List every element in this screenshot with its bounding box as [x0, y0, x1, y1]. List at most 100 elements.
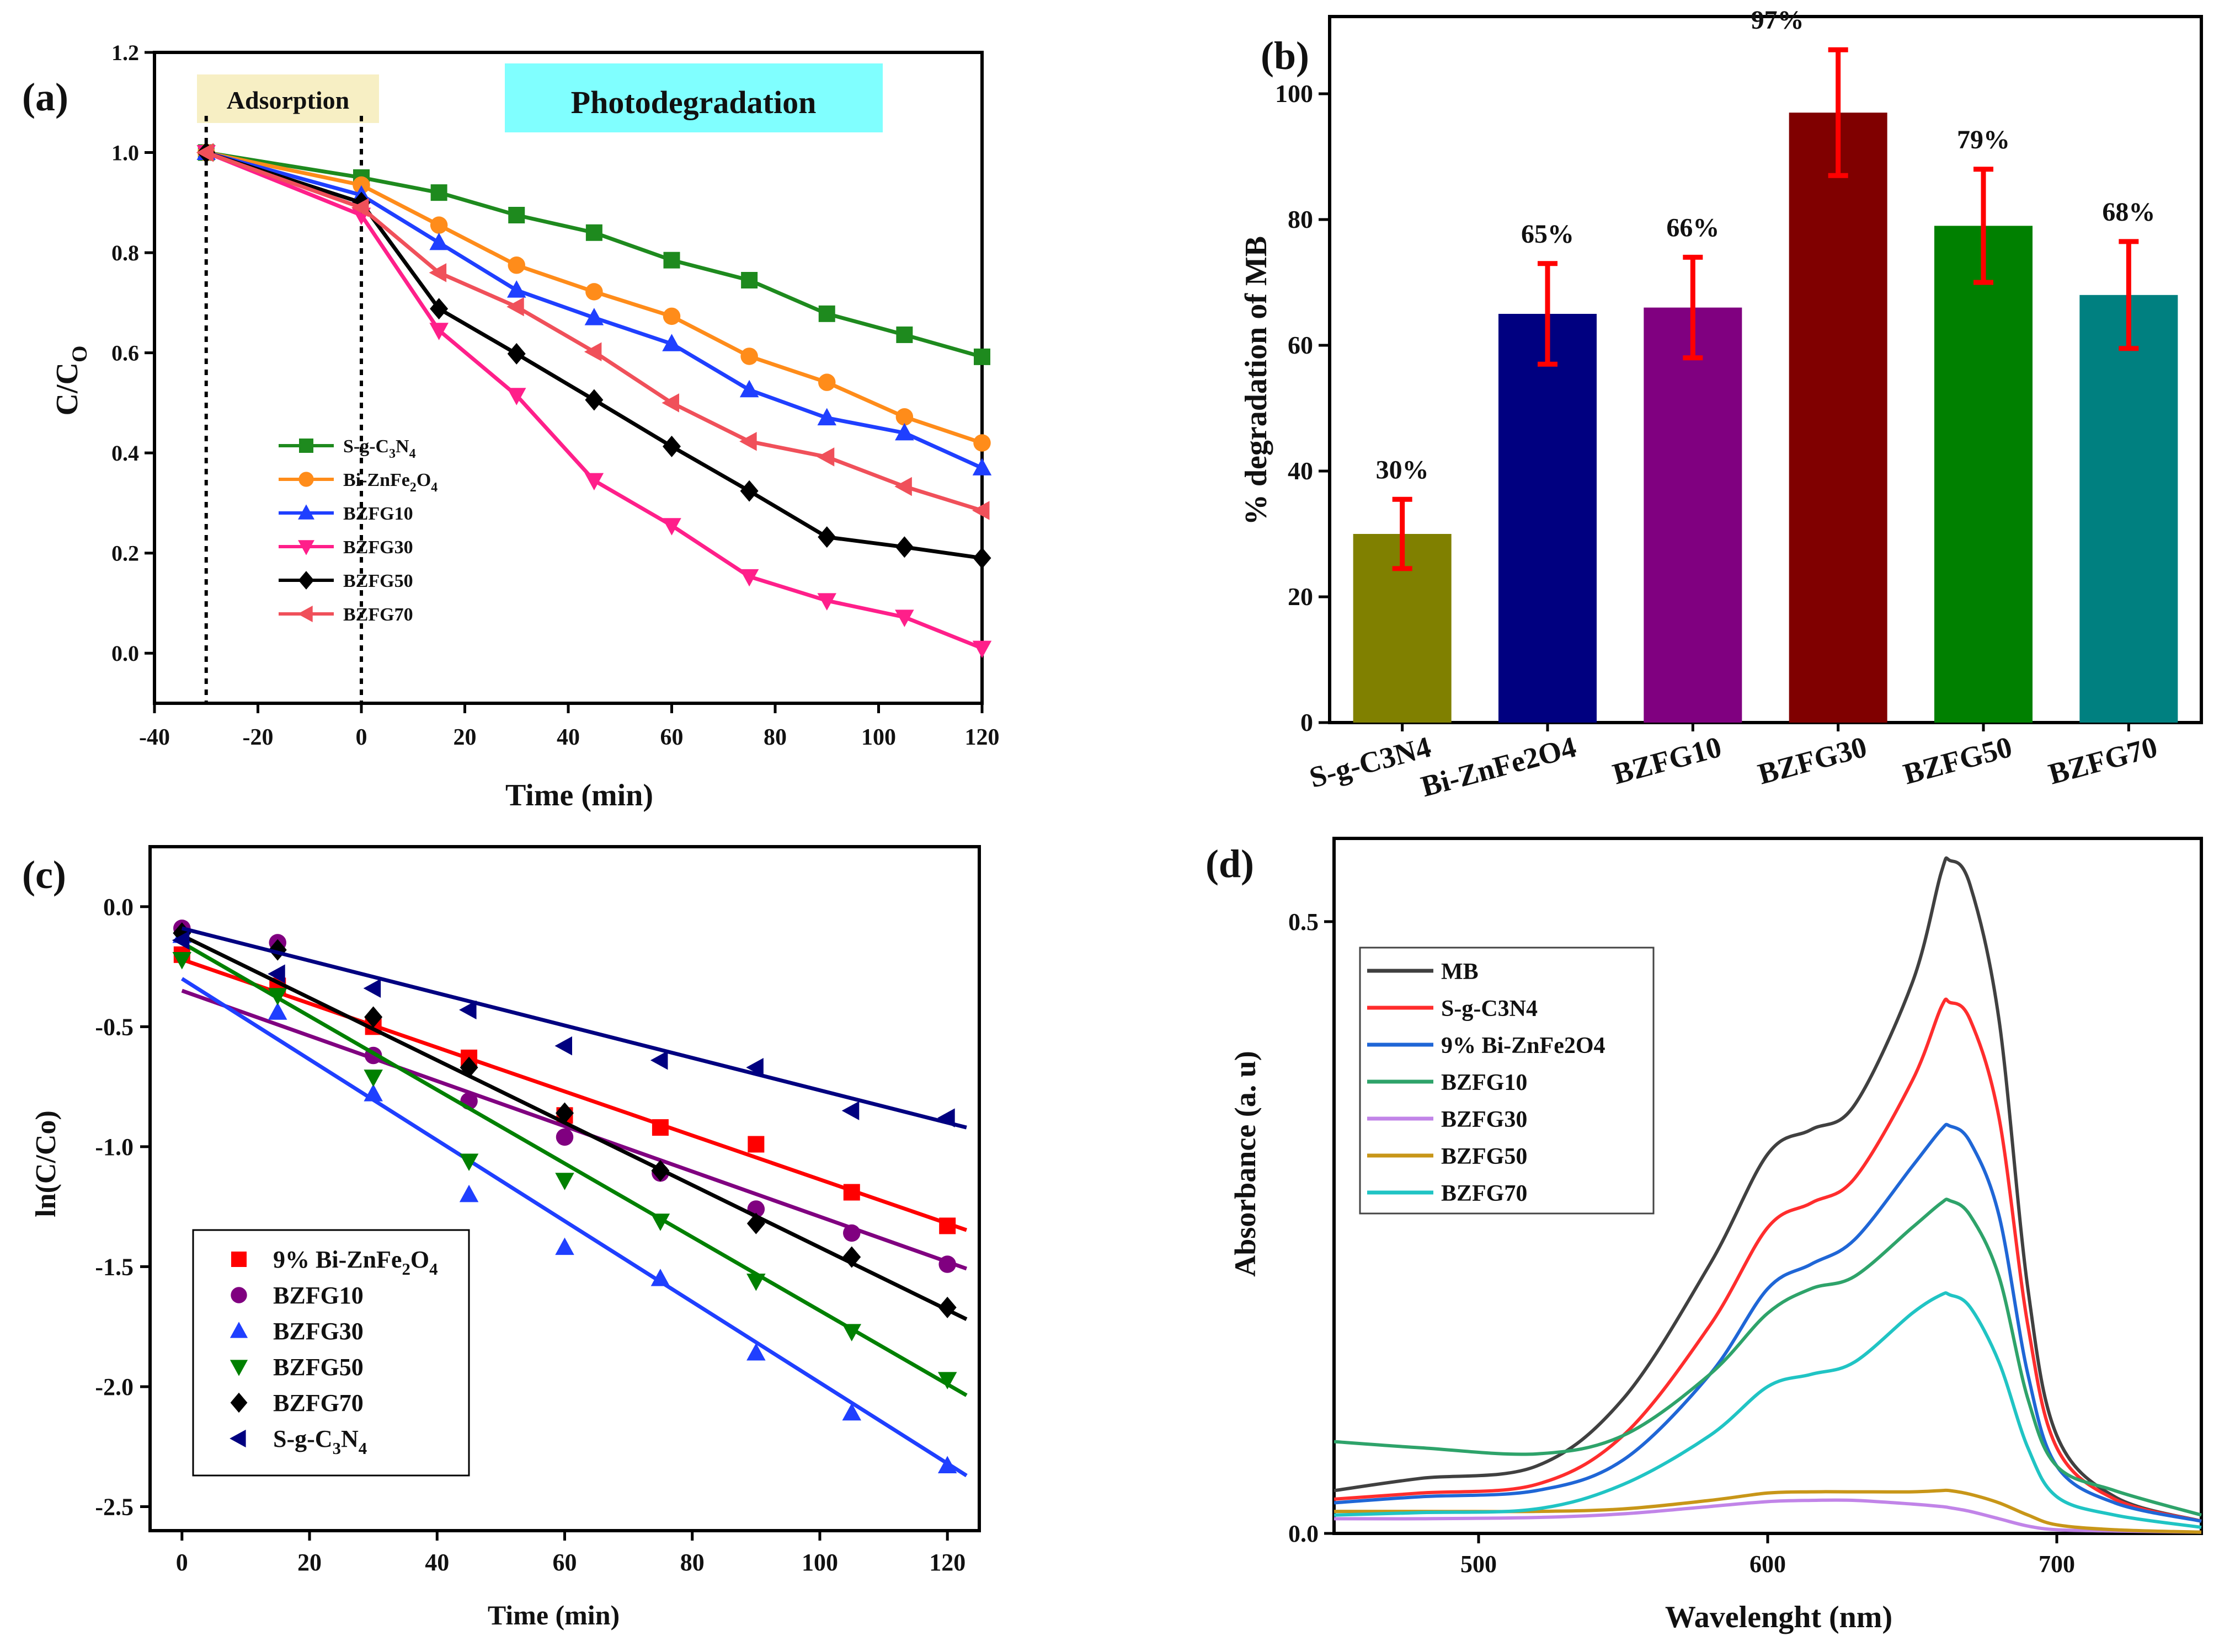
panel-label-b: (b): [1261, 34, 1309, 78]
legend-marker: [230, 1360, 248, 1376]
legend-label-BZFG50: BZFG50: [273, 1354, 364, 1381]
bar-BZFG10: [1644, 307, 1742, 723]
fit-line-BZFG30: [180, 977, 968, 1478]
fit-line-BZFG10: [181, 988, 968, 1271]
x-tick-label: -40: [139, 725, 170, 750]
legend-label-BZFG70: BZFG70: [1441, 1181, 1527, 1206]
data-point-S-g-C3N4: [746, 1058, 764, 1077]
data-point-BZFG10: [556, 1128, 574, 1146]
y-tick-label: -1.0: [95, 1134, 134, 1161]
legend-label-BZFG70: BZFG70: [343, 605, 413, 625]
category-label-BZFG10: BZFG10: [1609, 730, 1725, 791]
category-label-Bi-ZnFe2O4: Bi-ZnFe2O4: [1417, 730, 1580, 803]
legend-marker: [231, 1252, 247, 1267]
data-point-BZFG30: [662, 518, 681, 536]
y-tick-label: 60: [1288, 331, 1313, 359]
data-point-BZFG70: [662, 393, 679, 413]
data-point-BZFG50: [650, 1213, 670, 1231]
data-point-BZFG50: [973, 547, 991, 569]
panel-c: 0 20 40 60 80 100 120 0.0 -0.5 -1.0 -1.5 -2.0 -2.5 Ti…: [22, 845, 981, 1630]
data-point-9% Bi-ZnFe2O4: [939, 1217, 956, 1234]
data-point-Bi-ZnFe2O4: [585, 283, 603, 301]
spectrum-MB: [1333, 856, 2202, 1523]
y-tick-label: 0: [1300, 708, 1313, 736]
legend-label-S-g-C3N4: S-g-C3N4: [1441, 996, 1538, 1022]
photodegradation-label: Photodegradation: [571, 84, 817, 120]
data-point-BZFG70: [739, 432, 757, 451]
data-point-S-g-C3N4: [508, 207, 525, 223]
x-tick-label: 100: [861, 725, 896, 750]
y-tick-label: -2.0: [95, 1373, 134, 1400]
data-point-BZFG30: [459, 1184, 479, 1202]
legend-label-S-g-C3N4: S-g-C3N4: [273, 1425, 367, 1458]
legend-label-BZFG70: BZFG70: [273, 1389, 364, 1416]
data-point-BZFG50: [842, 1324, 862, 1341]
y-tick-label: 0.2: [111, 541, 139, 566]
y-tick-label: 0.0: [111, 641, 139, 666]
series-line-BZFG50: [205, 151, 983, 560]
panel-b: 0 20 40 60 80 100 % degradation of MB (b) 30% S-g…: [1239, 6, 2203, 803]
y-tick-label: 1.2: [111, 40, 139, 65]
y-axis-label: C/CO: [50, 346, 92, 416]
data-point-BZFG30: [746, 1343, 766, 1361]
series-line-BZFG10: [205, 151, 983, 470]
x-axis-label: Time (min): [505, 778, 653, 812]
data-point-BZFG50: [459, 1153, 479, 1171]
data-point-S-g-C3N4: [172, 931, 190, 950]
data-point-BZFG10: [662, 334, 681, 351]
fit-line-9% Bi-ZnFe2O4: [181, 958, 968, 1232]
data-point-Bi-ZnFe2O4: [740, 347, 758, 365]
data-point-S-g-C3N4: [554, 1036, 572, 1056]
data-point-S-g-C3N4: [841, 1101, 860, 1120]
data-point-BZFG30: [972, 640, 992, 659]
data-point-BZFG10: [739, 379, 759, 398]
data-point-9% Bi-ZnFe2O4: [748, 1136, 765, 1153]
spectrum-S-g-C3N4: [1333, 997, 2202, 1523]
bar-Bi-ZnFe2O4: [1498, 314, 1597, 723]
legend-marker: [230, 1429, 246, 1448]
panel-label-d: (d): [1205, 842, 1254, 886]
data-point-S-g-C3N4: [459, 1000, 477, 1020]
x-tick-label: 0: [356, 725, 367, 750]
data-point-Bi-ZnFe2O4: [508, 256, 525, 274]
bar-BZFG70: [2079, 295, 2178, 723]
spectrum-9% Bi-ZnFe2O4: [1333, 1122, 2202, 1523]
legend-label-BZFG50: BZFG50: [1441, 1144, 1527, 1169]
legend-label-Bi-ZnFe2O4: Bi-ZnFe2O4: [343, 470, 438, 495]
adsorption-label: Adsorption: [227, 86, 349, 114]
bar-BZFG50: [1934, 226, 2033, 723]
y-tick-label: 0.0: [103, 894, 134, 921]
x-tick-label: 700: [2039, 1551, 2075, 1578]
data-point-S-g-C3N4: [896, 326, 913, 343]
data-point-BZFG10: [507, 280, 526, 298]
data-point-S-g-C3N4: [585, 224, 602, 241]
x-tick-label: 500: [1460, 1551, 1497, 1578]
y-tick-label: 0.8: [111, 240, 139, 265]
y-tick-label: 0.5: [1288, 908, 1319, 935]
data-point-BZFG70: [972, 501, 990, 520]
x-tick-label: -20: [243, 725, 274, 750]
data-point-BZFG30: [268, 1002, 287, 1020]
data-point-Bi-ZnFe2O4: [353, 176, 370, 194]
data-point-BZFG50: [937, 1372, 957, 1389]
x-axis-label: Time (min): [488, 1600, 620, 1630]
y-tick-label: 100: [1275, 79, 1313, 108]
data-point-BZFG30: [937, 1456, 957, 1474]
legend-marker: [231, 1287, 247, 1303]
category-label-BZFG30: BZFG30: [1754, 730, 1870, 791]
data-point-BZFG70: [196, 143, 214, 162]
x-tick-label: 60: [553, 1549, 577, 1576]
panel-label-c: (c): [22, 853, 66, 897]
data-point-S-g-C3N4: [937, 1108, 955, 1127]
legend-label-S-g-C3N4: S-g-C3N4: [343, 436, 416, 461]
legend-label-BZFG30: BZFG30: [343, 537, 413, 558]
x-tick-label: 20: [454, 725, 477, 750]
data-point-BZFG50: [585, 389, 604, 411]
series-line-Bi-ZnFe2O4: [206, 151, 983, 445]
photodegradation-box: [505, 63, 883, 132]
data-point-BZFG30: [584, 473, 604, 491]
y-axis-label: Absorbance (a. u): [1229, 1051, 1262, 1277]
spectrum-BZFG30: [1333, 1498, 2202, 1534]
data-point-BZFG10: [895, 423, 914, 441]
data-point-Bi-ZnFe2O4: [663, 307, 681, 325]
